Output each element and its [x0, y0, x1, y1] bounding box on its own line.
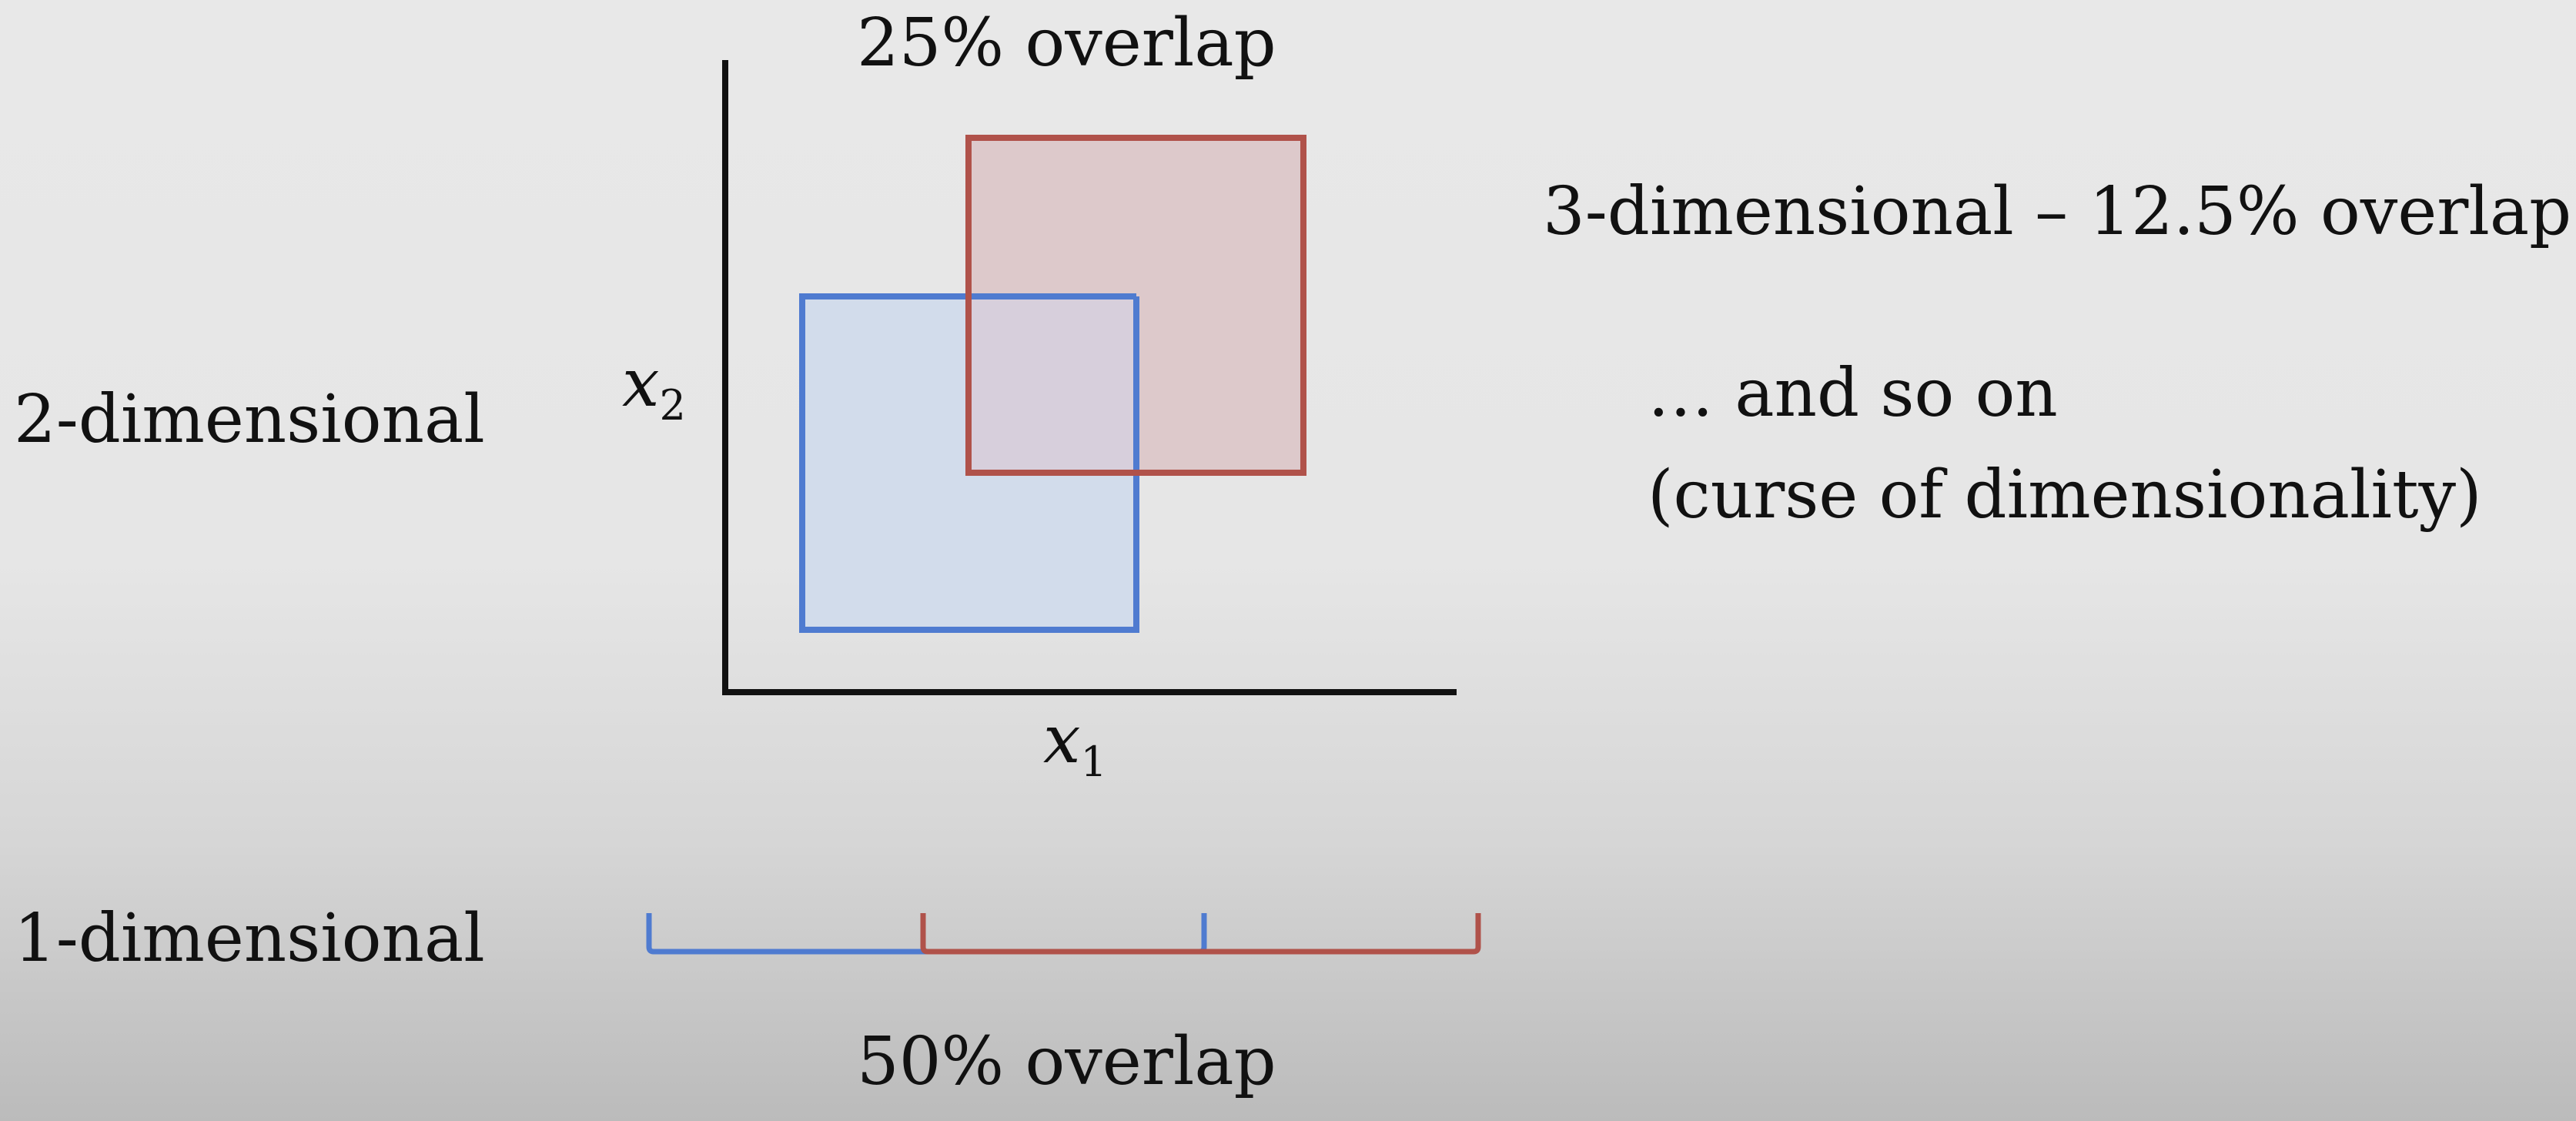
bottom-overlap-label: 50% overlap: [857, 1023, 1276, 1100]
y-axis-subscript: 2: [659, 381, 686, 430]
x-axis-subscript: 1: [1080, 738, 1107, 786]
one-dimensional-label: 1-dimensional: [14, 900, 485, 977]
three-dimensional-label: 3-dimensional – 12.5% overlap: [1543, 173, 2572, 250]
curse-of-dimensionality-label: (curse of dimensionality): [1648, 457, 2482, 534]
and-so-on-label: … and so on: [1648, 355, 2058, 432]
y-axis-variable: x: [622, 345, 660, 422]
x-axis-variable: x: [1043, 701, 1081, 778]
blue-interval-bracket: [646, 913, 1207, 955]
red-interval-bracket: [920, 913, 1481, 955]
x-axis-label: x1: [1043, 707, 1107, 783]
two-dimensional-label: 2-dimensional: [14, 381, 485, 458]
overlap-region: [972, 299, 1133, 470]
y-axis-label: x2: [622, 350, 686, 427]
top-overlap-label: 25% overlap: [857, 5, 1276, 82]
